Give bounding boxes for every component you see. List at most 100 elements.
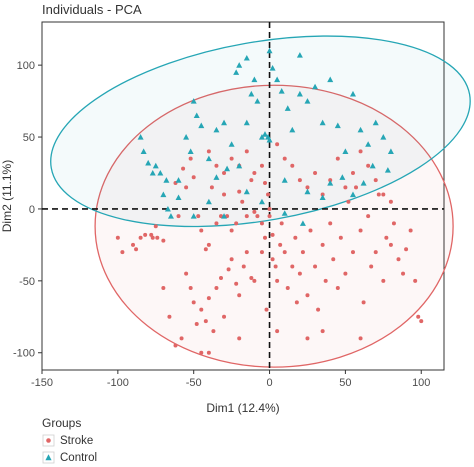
data-point-stroke (282, 156, 287, 161)
data-point-stroke (255, 214, 260, 219)
data-point-control (243, 54, 250, 61)
data-point-stroke (191, 300, 196, 305)
data-point-stroke (335, 286, 340, 291)
data-point-stroke (199, 228, 204, 233)
data-point-stroke (416, 314, 421, 319)
data-point-control (213, 174, 220, 180)
data-point-stroke (219, 275, 224, 280)
data-point-stroke (343, 271, 348, 276)
data-point-stroke (358, 149, 363, 154)
y-tick-label: -50 (19, 276, 35, 288)
data-point-stroke (226, 267, 231, 272)
data-point-control (284, 105, 291, 111)
y-tick-label: 50 (23, 132, 35, 144)
data-point-stroke (161, 286, 166, 291)
data-point-stroke (373, 178, 378, 183)
data-point-stroke (264, 307, 269, 312)
data-point-stroke (206, 350, 211, 355)
data-point-stroke (222, 192, 227, 197)
data-point-stroke (373, 250, 378, 255)
data-point-control (190, 213, 197, 219)
reference-lines (42, 22, 444, 370)
data-point-stroke (308, 228, 313, 233)
x-tick-label: -50 (186, 377, 202, 389)
data-point-control (319, 119, 326, 126)
data-point-stroke (211, 329, 216, 334)
data-point-control (251, 76, 258, 83)
data-point-control (183, 134, 190, 140)
data-point-stroke (305, 293, 310, 298)
data-point-control (164, 205, 171, 212)
data-point-stroke (328, 221, 333, 226)
data-point-stroke (206, 296, 211, 301)
data-point-stroke (241, 264, 246, 269)
data-point-control (327, 180, 334, 186)
data-point-stroke (262, 235, 267, 240)
data-point-control (236, 62, 243, 68)
data-point-stroke (376, 192, 381, 197)
y-axis-label: Dim2 (11.1%) (0, 160, 14, 232)
data-point-stroke (320, 242, 325, 247)
data-point-stroke (138, 235, 143, 240)
x-axis: -150 -100 -50 0 50 100 (31, 370, 430, 389)
data-point-stroke (300, 250, 305, 255)
data-point-stroke (214, 286, 219, 291)
data-point-stroke (262, 181, 267, 186)
data-point-control (334, 122, 341, 129)
data-point-control (269, 65, 276, 71)
data-point-control (296, 52, 303, 58)
data-point-stroke (404, 247, 409, 252)
data-point-stroke (320, 329, 325, 334)
data-point-control (175, 177, 182, 183)
legend-label-stroke: Stroke (60, 435, 93, 447)
data-point-stroke (244, 250, 249, 255)
data-point-stroke (275, 278, 280, 283)
data-point-stroke (206, 149, 211, 154)
data-point-control (205, 155, 212, 162)
data-point-stroke (297, 178, 302, 183)
data-point-stroke (229, 156, 234, 161)
data-point-stroke (338, 235, 343, 240)
data-point-stroke (384, 235, 389, 240)
data-point-stroke (229, 257, 234, 262)
data-point-control (258, 198, 265, 205)
data-point-stroke (240, 199, 245, 204)
data-point-control (236, 162, 243, 169)
x-tick-label: 0 (266, 377, 272, 389)
data-point-control (312, 83, 319, 90)
data-point-control (299, 220, 306, 226)
data-point-stroke (282, 250, 287, 255)
data-point-control (254, 98, 261, 104)
plot-area (41, 21, 471, 371)
data-point-stroke (134, 247, 139, 252)
data-point-control (387, 148, 394, 154)
series-control (137, 47, 394, 226)
data-point-stroke (290, 264, 295, 269)
data-point-control (157, 169, 164, 176)
data-point-stroke (369, 264, 374, 269)
data-point-stroke (366, 214, 371, 219)
data-point-control (384, 167, 391, 173)
x-tick-label: -100 (107, 377, 129, 389)
data-point-stroke (316, 307, 321, 312)
data-point-control (224, 165, 231, 172)
data-point-stroke (266, 192, 271, 197)
data-point-control (289, 126, 296, 133)
data-point-stroke (401, 271, 406, 276)
data-point-stroke (358, 336, 363, 341)
data-point-control (190, 98, 197, 104)
data-point-control (243, 188, 250, 195)
data-point-control (167, 213, 174, 219)
data-points (115, 47, 424, 355)
data-point-stroke (143, 232, 148, 237)
data-point-stroke (131, 242, 136, 247)
data-point-stroke (290, 163, 295, 168)
y-axis: -100 -50 0 50 100 (13, 60, 42, 360)
x-tick-label: 50 (339, 377, 351, 389)
data-point-stroke (273, 264, 278, 269)
data-point-stroke (350, 170, 355, 175)
data-point-stroke (203, 247, 208, 252)
data-point-stroke (381, 192, 386, 197)
data-point-control (349, 90, 356, 97)
data-point-stroke (234, 281, 239, 286)
